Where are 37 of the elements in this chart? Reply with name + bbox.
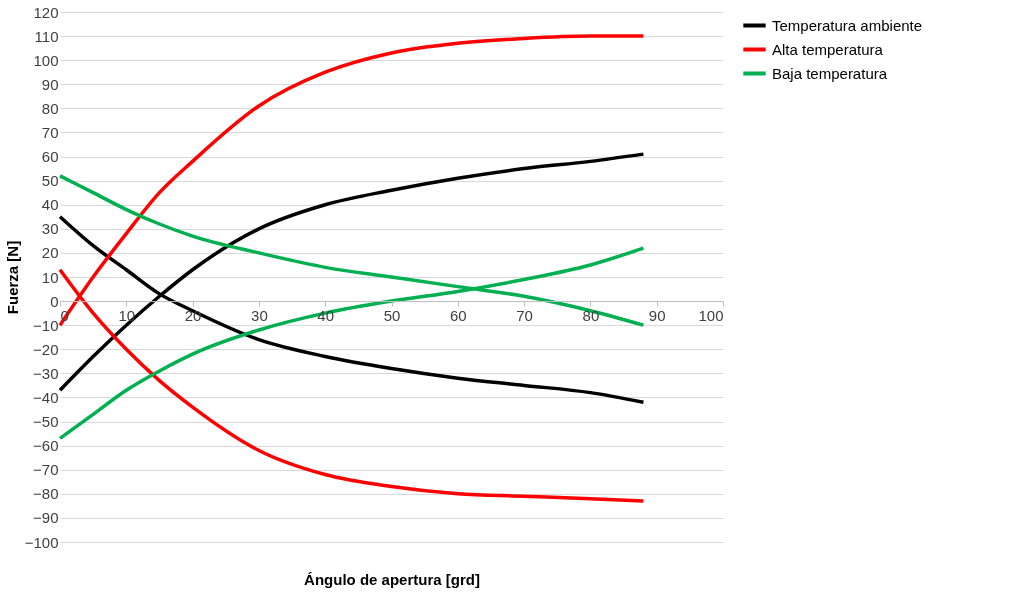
x-tick-label: 10 bbox=[118, 306, 136, 324]
x-tick-label: 70 bbox=[516, 306, 533, 324]
y-tick-label: −100 bbox=[24, 533, 59, 551]
x-tick-label: 90 bbox=[648, 306, 666, 324]
y-tick-label: −70 bbox=[33, 461, 59, 479]
x-axis-title: Ángulo de apertura [grd] bbox=[304, 570, 480, 588]
legend-label: Alta temperatura bbox=[772, 40, 884, 58]
y-tick-label: 20 bbox=[41, 244, 59, 262]
y-tick-label: 100 bbox=[33, 51, 59, 69]
y-tick-label: 90 bbox=[41, 75, 59, 93]
y-tick-label: 120 bbox=[33, 3, 59, 21]
x-tick-label: 20 bbox=[184, 306, 202, 324]
x-tick-label: 80 bbox=[582, 306, 600, 324]
y-tick-label: 50 bbox=[41, 172, 59, 190]
x-tick-label: 100 bbox=[698, 306, 724, 324]
x-tick-label: 30 bbox=[251, 306, 268, 324]
y-tick-label: 60 bbox=[41, 148, 59, 166]
y-tick-label: −20 bbox=[33, 340, 59, 358]
y-tick-label: −60 bbox=[33, 437, 59, 455]
y-tick-label: −90 bbox=[33, 509, 59, 527]
y-tick-label: −80 bbox=[33, 485, 59, 503]
legend-label: Temperatura ambiente bbox=[772, 16, 923, 34]
y-tick-label: −10 bbox=[33, 316, 59, 334]
y-tick-label: −30 bbox=[33, 364, 59, 382]
y-tick-label: 110 bbox=[34, 27, 59, 45]
y-tick-label: 40 bbox=[41, 196, 59, 214]
y-tick-label: 30 bbox=[41, 220, 59, 238]
y-tick-label: −40 bbox=[33, 388, 59, 406]
y-axis-title: Fuerza [N] bbox=[3, 240, 21, 315]
y-tick-label: −50 bbox=[33, 413, 59, 431]
y-tick-label: 10 bbox=[41, 268, 59, 286]
x-tick-label: 50 bbox=[383, 306, 401, 324]
legend-label: Baja temperatura bbox=[772, 64, 888, 82]
y-tick-label: 0 bbox=[50, 292, 59, 310]
y-tick-label: 80 bbox=[41, 99, 59, 117]
y-tick-label: 70 bbox=[41, 123, 59, 141]
x-tick-label: 60 bbox=[449, 306, 467, 324]
